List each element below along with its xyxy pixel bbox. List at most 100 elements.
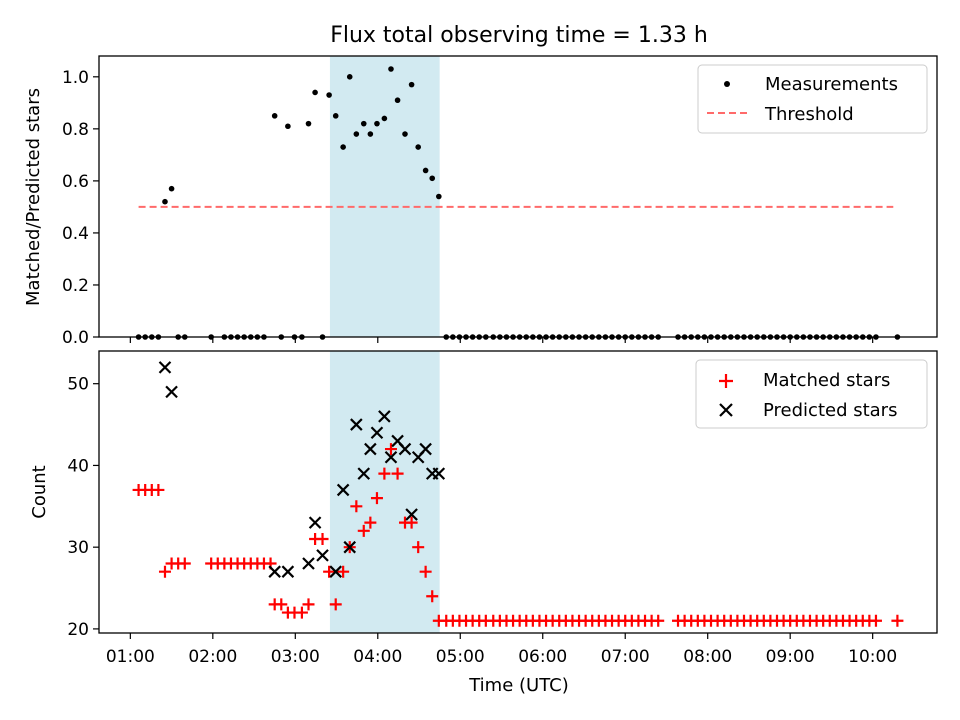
predicted-point: [364, 442, 377, 456]
matched-point: [178, 557, 191, 570]
y-tick-label: 0.0: [62, 328, 89, 348]
matched-point: [426, 590, 439, 603]
matched-point: [412, 541, 425, 554]
predicted-point: [302, 557, 315, 570]
y-tick-label: 1.0: [62, 68, 89, 88]
measurement-point: [367, 131, 374, 137]
measurement-point: [402, 131, 408, 137]
predicted-point: [268, 565, 281, 578]
matched-point: [357, 524, 370, 537]
matched-point: [152, 483, 165, 496]
measurement-point: [305, 120, 312, 127]
predicted-point: [357, 467, 371, 480]
bottom-plot-marks: [132, 361, 904, 627]
measurement-point: [285, 123, 291, 130]
matched-point: [158, 565, 171, 578]
predicted-point: [432, 467, 446, 480]
chart-title: Flux total observing time = 1.33 h: [330, 23, 708, 48]
measurement-point: [271, 113, 278, 119]
measurement-point: [388, 66, 394, 72]
predicted-point: [329, 565, 342, 578]
matched-point: [391, 467, 404, 480]
measurement-point: [332, 113, 339, 119]
y-tick-label: 50: [67, 375, 89, 395]
predicted-point: [343, 540, 357, 554]
predicted-point: [158, 361, 172, 374]
x-tick-label: 09:00: [766, 647, 815, 667]
x-tick-label: 07:00: [601, 647, 650, 667]
measurement-point: [381, 115, 388, 122]
x-tick-label: 06:00: [518, 647, 567, 667]
y-tick-label: 40: [67, 456, 89, 476]
legend-matched: Matched stars: [763, 370, 890, 391]
matched-point: [337, 565, 350, 578]
predicted-point: [419, 442, 432, 456]
bottom-legend: Matched stars Predicted stars: [695, 359, 928, 429]
predicted-point: [398, 442, 412, 456]
measurement-point: [326, 92, 332, 98]
y-tick-label: 0.8: [62, 120, 89, 140]
x-tick-label: 02:00: [188, 647, 237, 667]
bottom-y-ticks: 20 30 40 50: [67, 375, 99, 640]
bottom-legend-box: [695, 359, 928, 429]
legend-measurements: Measurements: [765, 74, 898, 95]
x-tick-label: 01:00: [106, 647, 155, 667]
predicted-point: [405, 508, 418, 521]
top-ylabel: Matched/Predicted stars: [23, 88, 44, 306]
top-x-ticks: [129, 337, 874, 343]
predicted-point: [336, 483, 350, 497]
y-tick-label: 30: [67, 538, 89, 558]
predicted-point: [308, 516, 322, 529]
matched-point: [419, 565, 432, 578]
measurement-point: [415, 144, 421, 150]
predicted-point: [165, 385, 178, 399]
matched-point: [405, 516, 418, 529]
measurement-point: [360, 120, 367, 127]
predicted-point: [281, 565, 295, 578]
matched-point: [869, 614, 882, 627]
x-tick-label: 10:00: [848, 647, 897, 667]
x-tick-label: 05:00: [436, 647, 485, 667]
legend-measurement-marker: [724, 81, 730, 87]
y-tick-label: 0.4: [62, 224, 89, 244]
matched-point: [275, 598, 288, 611]
measurement-point: [353, 131, 360, 137]
matched-point: [364, 516, 377, 529]
matched-point: [329, 598, 342, 611]
measurement-point: [168, 185, 175, 192]
predicted-point: [316, 549, 329, 562]
matched-point: [350, 500, 363, 513]
bottom-axes-frame: [98, 350, 938, 634]
bottom-highlight-band: [329, 351, 440, 633]
matched-point: [370, 492, 383, 505]
bottom-x-ticks: 01:00 02:00 03:00 04:00 05:00 06:00 07:00 08:00…: [106, 633, 897, 667]
matched-point: [384, 443, 397, 456]
legend-predicted: Predicted stars: [763, 400, 897, 421]
measurement-point: [346, 74, 353, 80]
measurement-point: [162, 198, 168, 205]
measurement-point: [408, 81, 415, 88]
top-highlight-band: [329, 56, 440, 337]
matched-point: [652, 614, 665, 627]
x-tick-label: 04:00: [353, 647, 402, 667]
y-tick-label: 0.6: [62, 172, 89, 192]
top-y-ticks: 0.0 0.2 0.4 0.6 0.8 1.0: [62, 68, 99, 348]
top-axes-frame: [98, 55, 938, 338]
measurement-point: [312, 89, 318, 96]
measurement-point: [429, 175, 436, 182]
matched-point: [295, 606, 308, 619]
matched-point: [316, 533, 329, 545]
predicted-point: [384, 450, 398, 464]
bottom-ylabel: Count: [29, 465, 50, 518]
y-tick-label: 20: [67, 620, 89, 640]
top-legend: Measurements Threshold: [697, 64, 928, 134]
measurement-point: [374, 120, 380, 127]
measurement-point: [394, 97, 401, 104]
legend-matched-marker: [719, 374, 733, 388]
legend-threshold: Threshold: [764, 104, 854, 125]
y-tick-label: 0.2: [62, 276, 89, 296]
predicted-point: [378, 410, 391, 423]
top-panel: 0.0 0.2 0.4 0.6 0.8 1.0 Matched/Predicted sta…: [23, 55, 938, 348]
predicted-point: [350, 418, 363, 431]
